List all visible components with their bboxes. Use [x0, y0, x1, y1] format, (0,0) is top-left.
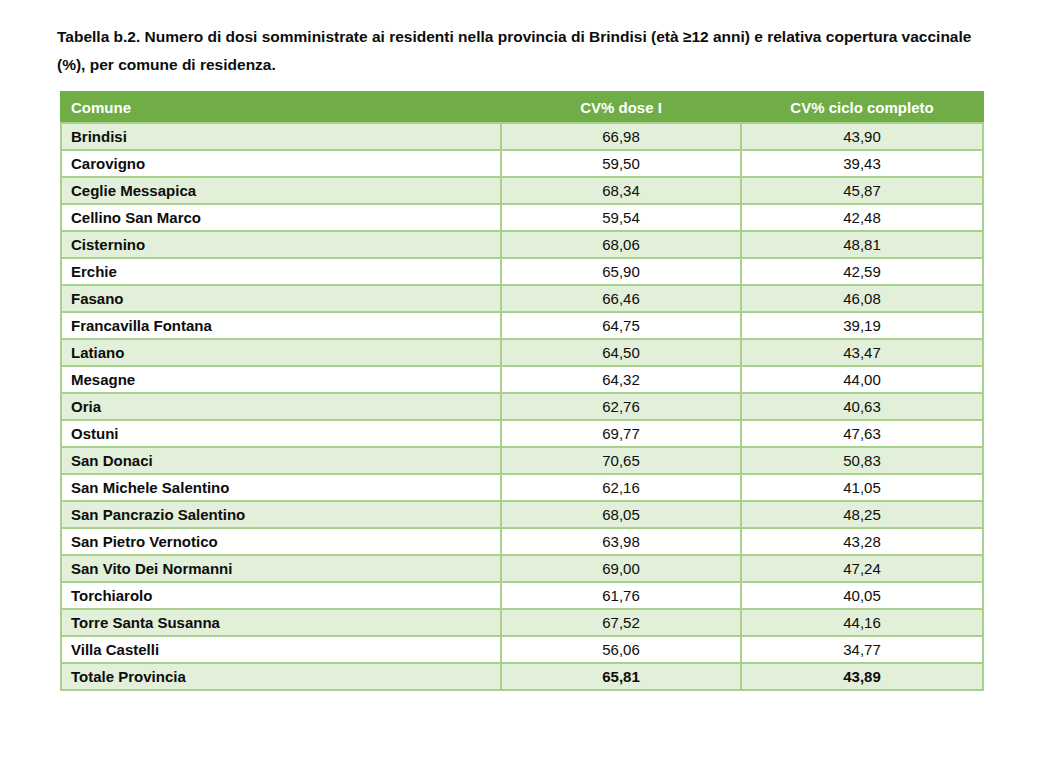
- cv-ciclo-completo-cell: 44,16: [741, 609, 983, 636]
- column-header-comune: Comune: [61, 92, 501, 123]
- cv-dose1-cell: 62,16: [501, 474, 741, 501]
- table-row: San Michele Salentino62,1641,05: [61, 474, 983, 501]
- cv-ciclo-completo-cell: 42,48: [741, 204, 983, 231]
- comune-cell: Fasano: [61, 285, 501, 312]
- cv-ciclo-completo-cell: 39,19: [741, 312, 983, 339]
- cv-ciclo-completo-cell: 34,77: [741, 636, 983, 663]
- cv-ciclo-completo-cell: 47,24: [741, 555, 983, 582]
- cv-dose1-cell: 65,81: [501, 663, 741, 690]
- table-row: San Pietro Vernotico63,9843,28: [61, 528, 983, 555]
- comune-cell: Latiano: [61, 339, 501, 366]
- table-row: Oria62,7640,63: [61, 393, 983, 420]
- comune-cell: Torre Santa Susanna: [61, 609, 501, 636]
- cv-dose1-cell: 66,98: [501, 123, 741, 150]
- comune-cell: San Vito Dei Normanni: [61, 555, 501, 582]
- cv-dose1-cell: 64,32: [501, 366, 741, 393]
- cv-dose1-cell: 68,05: [501, 501, 741, 528]
- cv-ciclo-completo-cell: 40,05: [741, 582, 983, 609]
- table-body: Brindisi66,9843,90Carovigno59,5039,43Ceg…: [61, 123, 983, 690]
- cv-ciclo-completo-cell: 43,28: [741, 528, 983, 555]
- comune-cell: Villa Castelli: [61, 636, 501, 663]
- comune-cell: San Donaci: [61, 447, 501, 474]
- cv-ciclo-completo-cell: 42,59: [741, 258, 983, 285]
- table-row: Ceglie Messapica68,3445,87: [61, 177, 983, 204]
- comune-cell: Oria: [61, 393, 501, 420]
- cv-ciclo-completo-cell: 46,08: [741, 285, 983, 312]
- vaccination-coverage-table: Comune CV% dose I CV% ciclo completo Bri…: [60, 91, 984, 691]
- table-row: Torchiarolo61,7640,05: [61, 582, 983, 609]
- cv-dose1-cell: 61,76: [501, 582, 741, 609]
- comune-cell: Cisternino: [61, 231, 501, 258]
- cv-ciclo-completo-cell: 48,81: [741, 231, 983, 258]
- table-row: Carovigno59,5039,43: [61, 150, 983, 177]
- cv-dose1-cell: 59,54: [501, 204, 741, 231]
- cv-dose1-cell: 67,52: [501, 609, 741, 636]
- cv-ciclo-completo-cell: 50,83: [741, 447, 983, 474]
- comune-cell: Torchiarolo: [61, 582, 501, 609]
- table-row: Torre Santa Susanna67,5244,16: [61, 609, 983, 636]
- comune-cell: San Pancrazio Salentino: [61, 501, 501, 528]
- cv-dose1-cell: 69,77: [501, 420, 741, 447]
- cv-ciclo-completo-cell: 45,87: [741, 177, 983, 204]
- cv-dose1-cell: 69,00: [501, 555, 741, 582]
- table-row: Villa Castelli56,0634,77: [61, 636, 983, 663]
- column-header-cv-dose1: CV% dose I: [501, 92, 741, 123]
- table-row: San Pancrazio Salentino68,0548,25: [61, 501, 983, 528]
- comune-cell: Brindisi: [61, 123, 501, 150]
- comune-cell: Erchie: [61, 258, 501, 285]
- cv-dose1-cell: 59,50: [501, 150, 741, 177]
- table-row: San Donaci70,6550,83: [61, 447, 983, 474]
- cv-dose1-cell: 68,06: [501, 231, 741, 258]
- cv-dose1-cell: 64,50: [501, 339, 741, 366]
- document-page: Tabella b.2. Numero di dosi somministrat…: [0, 0, 1037, 780]
- table-row: Fasano66,4646,08: [61, 285, 983, 312]
- table-row: Francavilla Fontana64,7539,19: [61, 312, 983, 339]
- table-row: Mesagne64,3244,00: [61, 366, 983, 393]
- table-row: San Vito Dei Normanni69,0047,24: [61, 555, 983, 582]
- cv-ciclo-completo-cell: 44,00: [741, 366, 983, 393]
- cv-ciclo-completo-cell: 43,47: [741, 339, 983, 366]
- table-caption: Tabella b.2. Numero di dosi somministrat…: [57, 23, 995, 79]
- total-row: Totale Provincia65,8143,89: [61, 663, 983, 690]
- cv-dose1-cell: 63,98: [501, 528, 741, 555]
- cv-ciclo-completo-cell: 48,25: [741, 501, 983, 528]
- comune-cell: San Pietro Vernotico: [61, 528, 501, 555]
- comune-cell: Mesagne: [61, 366, 501, 393]
- cv-ciclo-completo-cell: 40,63: [741, 393, 983, 420]
- cv-dose1-cell: 56,06: [501, 636, 741, 663]
- comune-cell: San Michele Salentino: [61, 474, 501, 501]
- table-row: Cellino San Marco59,5442,48: [61, 204, 983, 231]
- table-row: Ostuni69,7747,63: [61, 420, 983, 447]
- table-row: Erchie65,9042,59: [61, 258, 983, 285]
- cv-ciclo-completo-cell: 41,05: [741, 474, 983, 501]
- comune-cell: Totale Provincia: [61, 663, 501, 690]
- comune-cell: Francavilla Fontana: [61, 312, 501, 339]
- cv-dose1-cell: 65,90: [501, 258, 741, 285]
- comune-cell: Cellino San Marco: [61, 204, 501, 231]
- cv-ciclo-completo-cell: 47,63: [741, 420, 983, 447]
- cv-ciclo-completo-cell: 43,90: [741, 123, 983, 150]
- comune-cell: Ceglie Messapica: [61, 177, 501, 204]
- table-row: Latiano64,5043,47: [61, 339, 983, 366]
- cv-dose1-cell: 70,65: [501, 447, 741, 474]
- table-row: Brindisi66,9843,90: [61, 123, 983, 150]
- cv-dose1-cell: 66,46: [501, 285, 741, 312]
- column-header-cv-ciclo-completo: CV% ciclo completo: [741, 92, 983, 123]
- cv-ciclo-completo-cell: 43,89: [741, 663, 983, 690]
- comune-cell: Carovigno: [61, 150, 501, 177]
- cv-ciclo-completo-cell: 39,43: [741, 150, 983, 177]
- header-row: Comune CV% dose I CV% ciclo completo: [61, 92, 983, 123]
- comune-cell: Ostuni: [61, 420, 501, 447]
- cv-dose1-cell: 68,34: [501, 177, 741, 204]
- table-row: Cisternino68,0648,81: [61, 231, 983, 258]
- cv-dose1-cell: 62,76: [501, 393, 741, 420]
- cv-dose1-cell: 64,75: [501, 312, 741, 339]
